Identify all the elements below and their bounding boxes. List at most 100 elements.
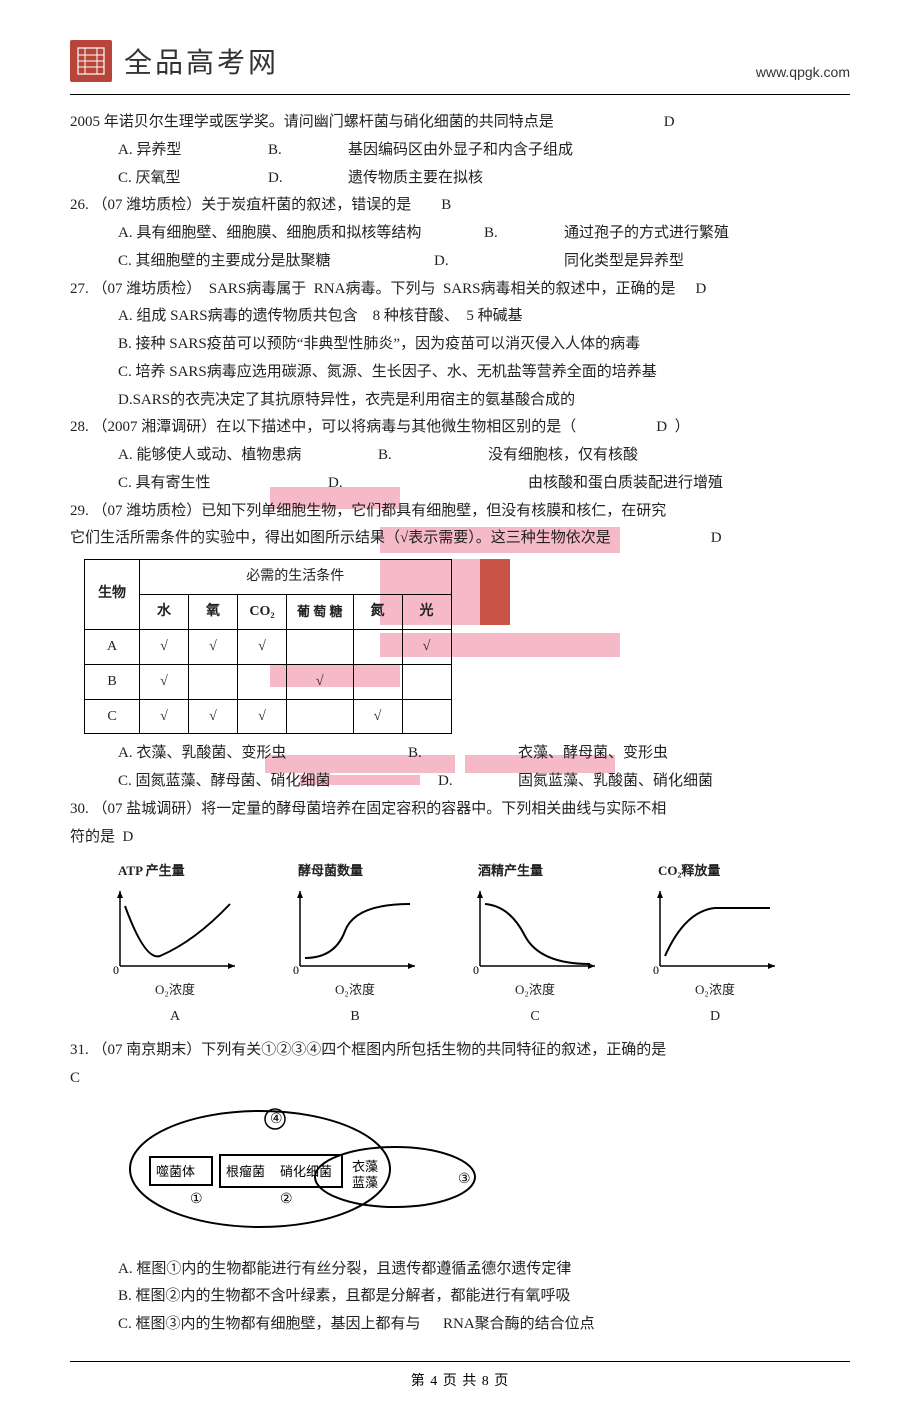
q29-stem2: 它们生活所需条件的实验中，得出如图所示结果（√表示需要）。这三种生物依次是 D bbox=[70, 525, 850, 553]
svg-text:0: 0 bbox=[113, 963, 119, 976]
opt-c: C. 固氮蓝藻、酵母菌、硝化细菌 bbox=[118, 768, 438, 796]
text: 26. （07 潍坊质检）关于炭疽杆菌的叙述，错误的是 bbox=[70, 192, 411, 220]
q29-opt-row2: C. 固氮蓝藻、酵母菌、硝化细菌 D. 固氮蓝藻、乳酸菌、硝化细菌 bbox=[70, 768, 850, 796]
opt-a: A. 衣藻、乳酸菌、变形虫 bbox=[118, 740, 408, 768]
th: CO₂ bbox=[238, 594, 287, 629]
q27-stem: 27. （07 潍坊质检） SARS病毒属于 RNA病毒。下列与 SARS病毒相… bbox=[70, 276, 850, 304]
q28-opt-row2: C. 具有寄生性 D. 由核酸和蛋白质装配进行增殖 bbox=[70, 470, 850, 498]
q29-table: 生物 必需的生活条件 水 氧 CO₂ 葡 萄 糖 氮 光 A √ √ √ √ bbox=[84, 559, 452, 734]
venn-n4: 衣藻 bbox=[352, 1159, 378, 1174]
opt-b-text: 通过孢子的方式进行繁殖 bbox=[564, 220, 729, 248]
chart-title: 酵母菌数量 bbox=[298, 859, 363, 883]
chart-d: CO₂释放量 0 O₂浓度 D bbox=[640, 859, 790, 1029]
opt-d-label: D. bbox=[434, 248, 564, 276]
site-title: 全品高考网 bbox=[124, 41, 279, 81]
q27-opt-c: C. 培养 SARS病毒应选用碳源、氮源、生长因子、水、无机盐等营养全面的培养基 bbox=[70, 359, 850, 387]
chart-letter: B bbox=[350, 1004, 359, 1030]
th-organ: 生物 bbox=[85, 560, 140, 630]
td: √ bbox=[238, 629, 287, 664]
table-row: A √ √ √ √ bbox=[85, 629, 452, 664]
q28-answer: D ） bbox=[656, 414, 689, 442]
opt-d-label: D. bbox=[268, 165, 348, 193]
opt-b-label: B. bbox=[408, 740, 518, 768]
td: √ bbox=[140, 699, 189, 734]
opt-c: C. 具有寄生性 bbox=[118, 470, 328, 498]
opt-d-text: 同化类型是异养型 bbox=[564, 248, 684, 276]
q31-answer: C bbox=[70, 1065, 850, 1093]
q31-opt-a: A. 框图①内的生物都能进行有丝分裂，且遗传都遵循孟德尔遗传定律 bbox=[70, 1256, 850, 1284]
venn-n2: 根瘤菌 bbox=[226, 1164, 265, 1179]
site-url: www.qpgk.com bbox=[756, 64, 850, 80]
table-row: 生物 必需的生活条件 bbox=[85, 560, 452, 595]
q25-stem: 2005 年诺贝尔生理学或医学奖。请问幽门螺杆菌与硝化细菌的共同特点是 D bbox=[70, 109, 850, 137]
opt-b-text: 衣藻、酵母菌、变形虫 bbox=[518, 740, 668, 768]
header: 全品高考网 www.qpgk.com bbox=[70, 40, 850, 82]
th: 氮 bbox=[353, 594, 402, 629]
chart-letter: D bbox=[710, 1004, 720, 1030]
q30-stem1: 30. （07 盐城调研）将一定量的酵母菌培养在固定容积的容器中。下列相关曲线与… bbox=[70, 796, 850, 824]
opt-d-label: D. bbox=[438, 768, 518, 796]
q26-opt-row2: C. 其细胞壁的主要成分是肽聚糖 D. 同化类型是异养型 bbox=[70, 248, 850, 276]
q27-opt-b: B. 接种 SARS疫苗可以预防“非典型性肺炎”，因为疫苗可以消灭侵入人体的病毒 bbox=[70, 331, 850, 359]
text: 2005 年诺贝尔生理学或医学奖。请问幽门螺杆菌与硝化细菌的共同特点是 bbox=[70, 109, 554, 137]
q30-charts: ATP 产生量 0 O₂浓度 A 酵母菌数量 bbox=[100, 859, 850, 1029]
q31-opt-c: C. 框图③内的生物都有细胞壁，基因上都有与 RNA聚合酶的结合位点 bbox=[70, 1311, 850, 1339]
opt-b-text: 没有细胞核，仅有核酸 bbox=[488, 442, 638, 470]
table-row: 水 氧 CO₂ 葡 萄 糖 氮 光 bbox=[85, 594, 452, 629]
opt-a: A. 能够使人或动、植物患病 bbox=[118, 442, 378, 470]
td: √ bbox=[189, 699, 238, 734]
chart-title: CO₂释放量 bbox=[658, 859, 720, 883]
th: 氧 bbox=[189, 594, 238, 629]
q25-answer: D bbox=[664, 109, 675, 137]
td: √ bbox=[402, 629, 451, 664]
venn-l1: ① bbox=[190, 1192, 203, 1207]
q26-answer: B bbox=[441, 192, 451, 220]
opt-c: C. 其细胞壁的主要成分是肽聚糖 bbox=[118, 248, 434, 276]
venn-n5: 蓝藻 bbox=[352, 1175, 378, 1190]
chart-svg: 0 bbox=[105, 886, 245, 976]
chart-title: 酒精产生量 bbox=[478, 859, 543, 883]
td: √ bbox=[140, 629, 189, 664]
opt-d-text: 遗传物质主要在拟核 bbox=[348, 165, 483, 193]
td: B bbox=[85, 664, 140, 699]
td: √ bbox=[287, 664, 354, 699]
q31-opt-b: B. 框图②内的生物都不含叶绿素，且都是分解者，都能进行有氧呼吸 bbox=[70, 1283, 850, 1311]
svg-text:0: 0 bbox=[473, 963, 479, 976]
td bbox=[402, 699, 451, 734]
q31-stem: 31. （07 南京期末）下列有关①②③④四个框图内所包括生物的共同特征的叙述，… bbox=[70, 1037, 850, 1065]
th: 光 bbox=[402, 594, 451, 629]
content: 2005 年诺贝尔生理学或医学奖。请问幽门螺杆菌与硝化细菌的共同特点是 D A.… bbox=[70, 109, 850, 1339]
svg-text:0: 0 bbox=[653, 963, 659, 976]
chart-xlabel: O₂浓度 bbox=[515, 978, 555, 1002]
q30-stem2: 符的是 D bbox=[70, 824, 850, 852]
opt-b-label: B. bbox=[484, 220, 564, 248]
opt-c: C. 厌氧型 bbox=[118, 165, 268, 193]
opt-d-text: 固氮蓝藻、乳酸菌、硝化细菌 bbox=[518, 768, 713, 796]
q28-opt-row1: A. 能够使人或动、植物患病 B. 没有细胞核，仅有核酸 bbox=[70, 442, 850, 470]
th: 水 bbox=[140, 594, 189, 629]
table-row: C √ √ √ √ bbox=[85, 699, 452, 734]
chart-svg: 0 bbox=[465, 886, 605, 976]
td: √ bbox=[238, 699, 287, 734]
venn-n1: 噬菌体 bbox=[156, 1164, 195, 1179]
q27-opt-a: A. 组成 SARS病毒的遗传物质共包含 8 种核苷酸、 5 种碱基 bbox=[70, 303, 850, 331]
text: 27. （07 潍坊质检） SARS病毒属于 RNA病毒。下列与 SARS病毒相… bbox=[70, 276, 675, 304]
opt-b-label: B. bbox=[378, 442, 488, 470]
text: 28. （2007 湘潭调研）在以下描述中，可以将病毒与其他微生物相区别的是（ bbox=[70, 414, 576, 442]
q29-opt-row1: A. 衣藻、乳酸菌、变形虫 B. 衣藻、酵母菌、变形虫 bbox=[70, 740, 850, 768]
opt-b-text: 基因编码区由外显子和内含子组成 bbox=[348, 137, 573, 165]
opt-d-label: D. bbox=[328, 470, 528, 498]
chart-xlabel: O₂浓度 bbox=[155, 978, 195, 1002]
chart-xlabel: O₂浓度 bbox=[695, 978, 735, 1002]
td bbox=[353, 629, 402, 664]
q27-answer: D bbox=[695, 276, 706, 304]
td bbox=[287, 629, 354, 664]
td bbox=[353, 664, 402, 699]
td: √ bbox=[140, 664, 189, 699]
chart-b: 酵母菌数量 0 O₂浓度 B bbox=[280, 859, 430, 1029]
opt-a: A. 异养型 bbox=[118, 137, 268, 165]
td: A bbox=[85, 629, 140, 664]
venn-l3: ③ bbox=[458, 1172, 471, 1187]
table-row: B √ √ bbox=[85, 664, 452, 699]
q29-stem1: 29. （07 潍坊质检）已知下列单细胞生物，它们都具有细胞壁，但没有核膜和核仁… bbox=[70, 498, 850, 526]
